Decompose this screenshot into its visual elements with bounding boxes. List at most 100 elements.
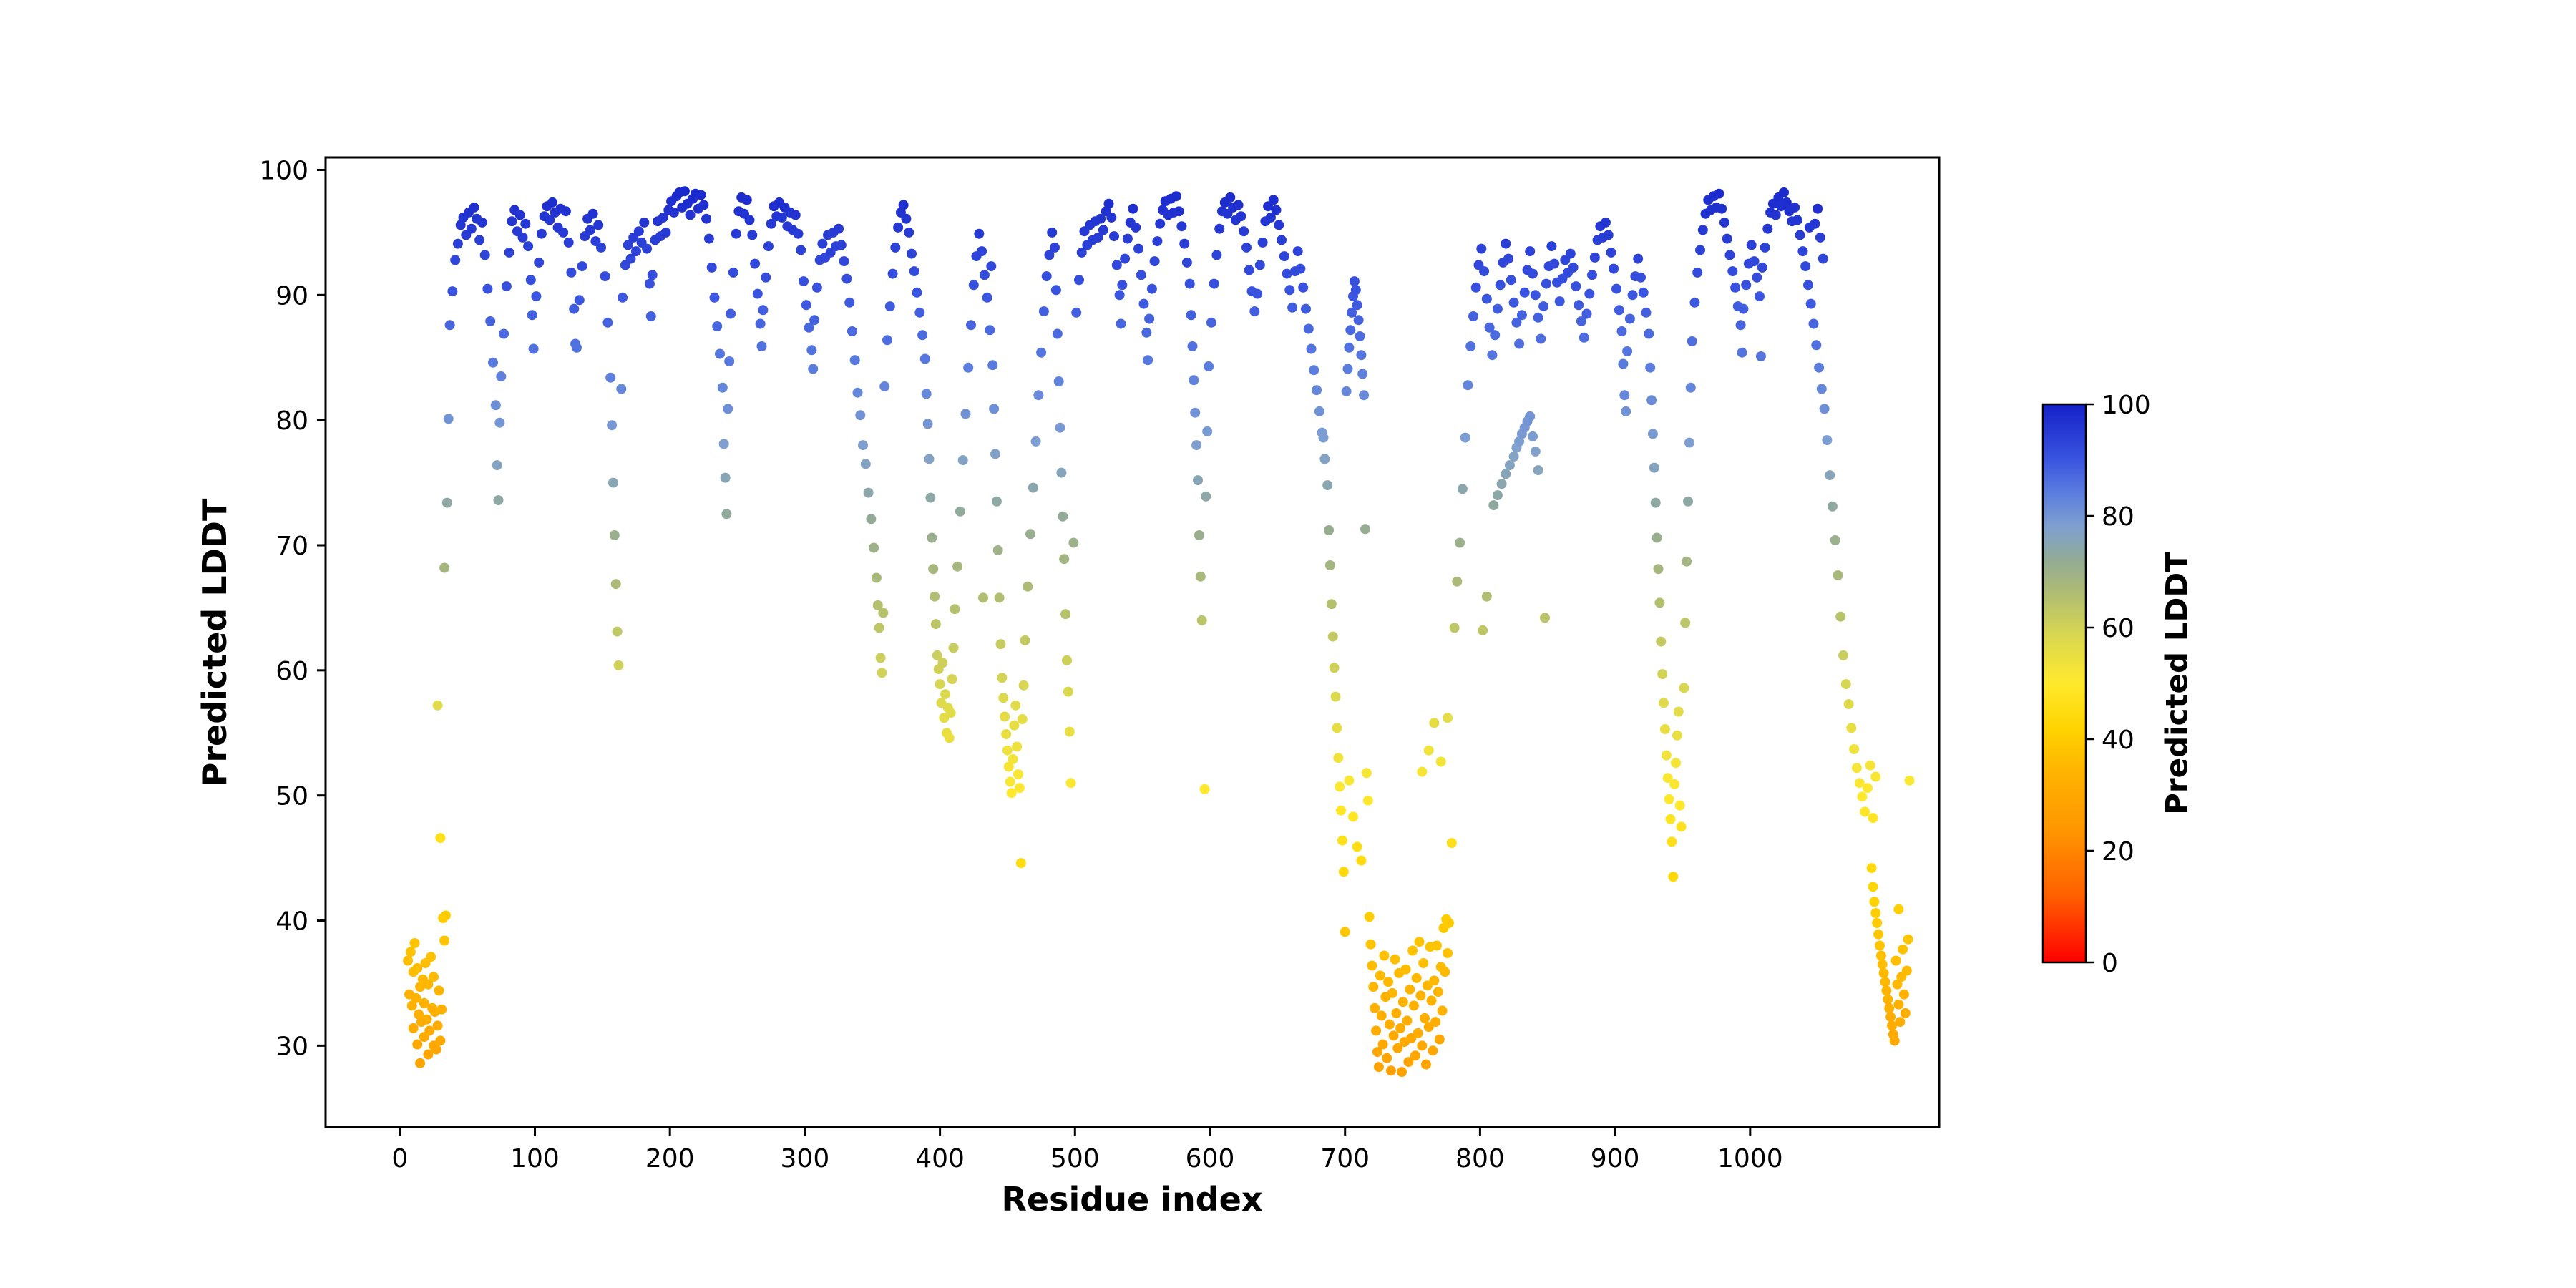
- colorbar-ticks: 0 20 40 60 80 100: [2086, 391, 2151, 978]
- scatter-point: [922, 419, 933, 429]
- x-tick-label: 700: [1320, 1144, 1370, 1174]
- scatter-point: [1028, 482, 1038, 493]
- scatter-point: [574, 295, 585, 306]
- scatter-point: [1413, 1028, 1423, 1038]
- colorbar-tick-label: 20: [2102, 837, 2135, 867]
- scatter-point: [1271, 205, 1282, 215]
- scatter-point: [717, 382, 728, 393]
- scatter-point: [1872, 918, 1883, 928]
- scatter-point: [633, 226, 644, 237]
- scatter-point: [763, 241, 774, 252]
- scatter-point: [1030, 436, 1041, 447]
- scatter-point: [1020, 635, 1030, 645]
- scatter-point: [849, 355, 860, 366]
- scatter-point: [1062, 655, 1072, 665]
- scatter-point: [917, 330, 928, 341]
- scatter-point: [1587, 270, 1597, 280]
- scatter-point: [477, 217, 487, 228]
- scatter-point: [1525, 411, 1536, 421]
- scatter-point: [490, 400, 501, 411]
- scatter-point: [1492, 303, 1503, 314]
- scatter-point: [1511, 317, 1522, 328]
- scatter-point: [715, 348, 725, 359]
- scatter-point: [801, 300, 811, 311]
- scatter-point: [1875, 940, 1885, 951]
- scatter-point: [1645, 362, 1656, 373]
- scatter-point: [1857, 791, 1868, 802]
- scatter-point: [436, 1004, 447, 1015]
- scatter-point: [1136, 270, 1146, 280]
- scatter-point: [1889, 1035, 1900, 1046]
- scatter-point: [560, 206, 571, 217]
- scatter-point: [1437, 1005, 1448, 1016]
- scatter-point: [1050, 285, 1061, 296]
- scatter-point: [1345, 325, 1356, 336]
- scatter-point: [596, 242, 606, 253]
- scatter-point: [977, 246, 987, 257]
- scatter-point: [1407, 945, 1418, 956]
- scatter-point: [944, 733, 955, 743]
- scatter-point: [431, 1044, 441, 1055]
- scatter-point: [1340, 927, 1350, 937]
- scatter-point: [1356, 855, 1367, 866]
- scatter-point: [563, 237, 574, 248]
- scatter-point: [1279, 251, 1289, 262]
- scatter-point: [647, 270, 658, 280]
- scatter-point: [1727, 266, 1738, 277]
- scatter-point: [1050, 242, 1060, 253]
- scatter-point: [1676, 821, 1687, 832]
- colorbar-label: Predicted LDDT: [2159, 552, 2195, 815]
- scatter-point: [1814, 362, 1825, 373]
- scatter-point: [709, 292, 720, 303]
- scatter-point: [919, 353, 930, 364]
- scatter-point: [434, 985, 444, 996]
- scatter-point: [766, 218, 776, 229]
- y-tick-label: 40: [275, 907, 308, 937]
- scatter-point: [1225, 192, 1236, 203]
- scatter-point: [872, 600, 883, 610]
- scatter-point: [930, 619, 941, 630]
- scatter-point: [414, 1009, 424, 1020]
- scatter-point: [616, 384, 627, 394]
- scatter-point: [1174, 206, 1184, 217]
- scatter-point: [1682, 556, 1692, 567]
- scatter-point: [836, 240, 847, 250]
- scatter-point: [950, 604, 960, 615]
- scatter-point: [1674, 800, 1685, 811]
- scatter-point: [1444, 918, 1454, 928]
- scatter-point: [1884, 1002, 1895, 1013]
- scatter-point: [1644, 328, 1654, 339]
- x-tick-label: 100: [510, 1144, 560, 1174]
- scatter-point: [1866, 863, 1877, 874]
- scatter-point: [879, 381, 890, 391]
- scatter-point: [1371, 1025, 1382, 1036]
- x-tick-label: 400: [915, 1144, 965, 1174]
- scatter-point: [1501, 238, 1511, 249]
- scatter-point: [1249, 306, 1260, 317]
- scatter-point: [1337, 835, 1347, 846]
- scatter-point: [1176, 221, 1187, 232]
- scatter-point: [523, 241, 534, 252]
- scatter-point: [572, 342, 582, 353]
- scatter-point: [1023, 581, 1033, 592]
- scatter-point: [1018, 680, 1029, 691]
- scatter-point: [1041, 271, 1052, 282]
- scatter-point: [1664, 794, 1674, 804]
- scatter-point: [1571, 281, 1581, 292]
- scatter-point: [1179, 238, 1190, 249]
- scatter-point: [1116, 318, 1126, 329]
- x-tick-label: 900: [1591, 1144, 1640, 1174]
- scatter-point: [1233, 200, 1244, 210]
- scatter-point: [1760, 242, 1770, 253]
- scatter-point: [1060, 609, 1071, 620]
- scatter-point: [1426, 995, 1437, 1006]
- scatter-point: [1390, 954, 1400, 965]
- scatter-point: [1530, 446, 1541, 457]
- scatter-point: [1385, 1065, 1396, 1076]
- scatter-point: [1755, 351, 1766, 361]
- scatter-point: [1410, 1050, 1420, 1061]
- scatter-point: [639, 217, 650, 228]
- scatter-point: [882, 335, 892, 346]
- scatter-point: [1800, 261, 1811, 272]
